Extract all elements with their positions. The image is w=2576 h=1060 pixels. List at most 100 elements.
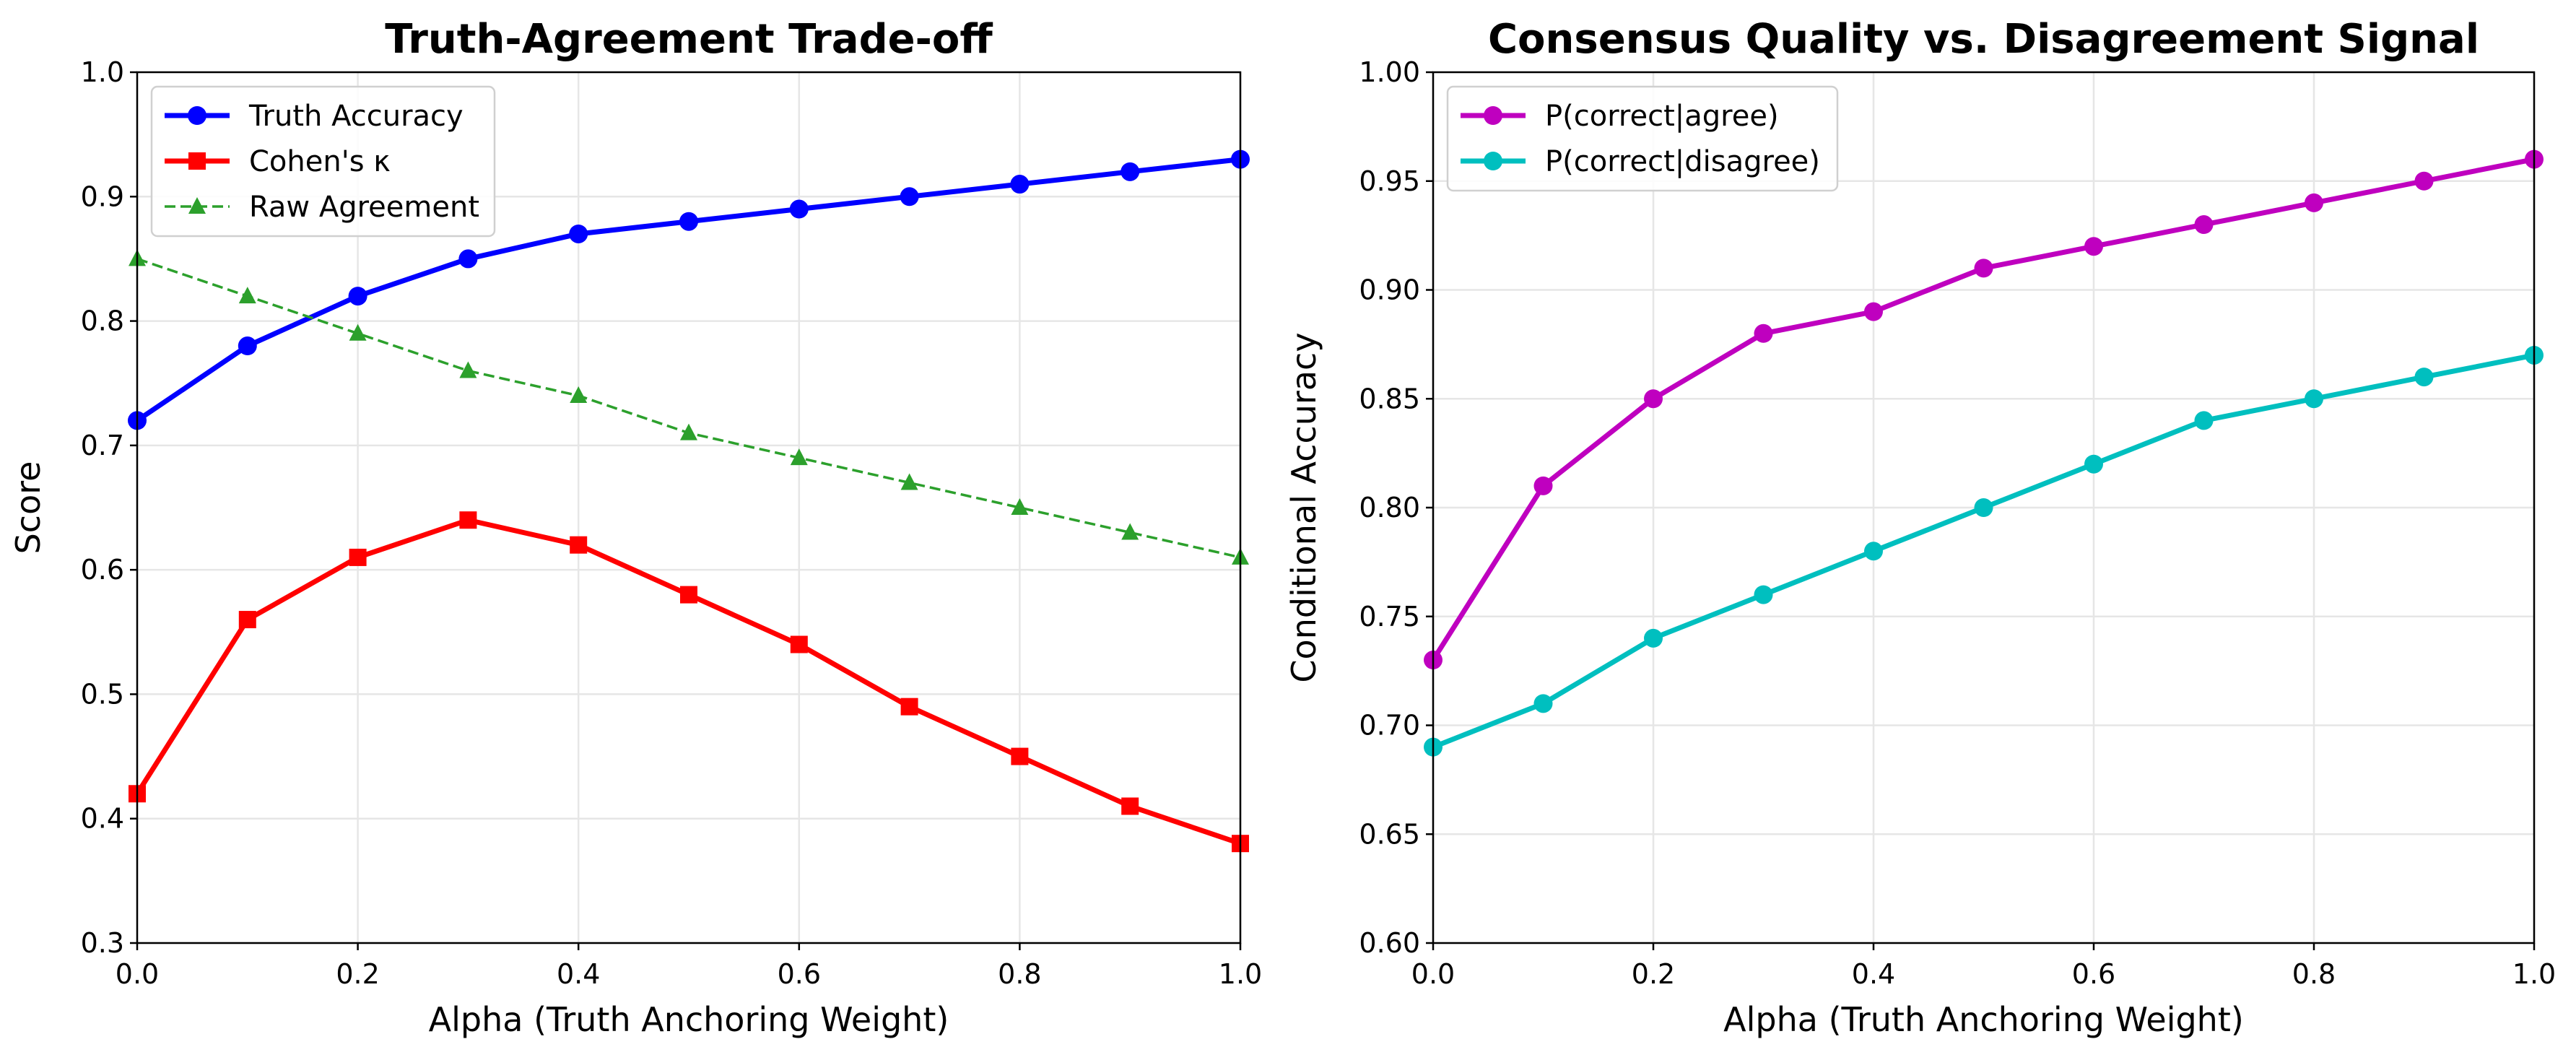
- x-tick-label: 0.8: [998, 958, 1041, 990]
- data-point: [1754, 323, 1773, 343]
- data-point: [1011, 498, 1029, 515]
- data-point: [459, 361, 477, 378]
- y-tick-label: 0.9: [81, 181, 124, 212]
- y-axis-label: Score: [9, 461, 48, 555]
- data-point: [1864, 302, 1883, 321]
- data-point: [1010, 175, 1030, 194]
- x-tick-label: 1.0: [1219, 958, 1262, 990]
- y-tick-label: 0.60: [1359, 927, 1420, 959]
- y-tick-label: 0.5: [81, 678, 124, 710]
- legend: Truth Accuracy Cohen's κ Raw Agreement: [150, 85, 496, 238]
- data-point: [2194, 411, 2214, 430]
- data-point: [680, 586, 697, 604]
- y-tick-label: 0.3: [81, 927, 124, 959]
- data-point: [570, 536, 588, 554]
- y-tick-label: 1.0: [81, 56, 124, 88]
- y-tick-label: 0.95: [1359, 165, 1420, 197]
- y-axis-label: Conditional Accuracy: [1284, 332, 1323, 682]
- data-point: [1644, 628, 1663, 648]
- data-point: [570, 386, 588, 403]
- data-point: [2305, 389, 2323, 409]
- legend-marker: [1484, 106, 1502, 125]
- y-tick-label: 0.75: [1359, 601, 1420, 633]
- data-point: [2414, 368, 2434, 387]
- legend-label: Raw Agreement: [249, 191, 479, 224]
- series: [1424, 345, 2544, 757]
- data-point: [459, 511, 477, 529]
- x-axis-label: Alpha (Truth Anchoring Weight): [1723, 1000, 2244, 1039]
- data-point: [2414, 171, 2434, 191]
- axis-ticks: 0.0 0.2 0.4 0.6 0.8 1.0 0.60 0.65 0.70 0.75 0.80 0.…: [1359, 56, 2556, 990]
- legend-marker: [1484, 152, 1502, 170]
- data-point: [680, 423, 697, 440]
- y-tick-label: 0.90: [1359, 274, 1420, 306]
- data-point: [789, 199, 809, 219]
- x-tick-label: 0.6: [778, 958, 821, 990]
- legend-label: P(correct|disagree): [1545, 145, 1820, 178]
- data-point: [900, 187, 919, 207]
- series: [129, 249, 1249, 565]
- plot-frame: [136, 71, 1242, 944]
- y-tick-label: 0.65: [1359, 818, 1420, 850]
- data-point: [1644, 389, 1663, 409]
- axis-ticks: 0.0 0.2 0.4 0.6 0.8 1.0 0.3 0.4 0.5 0.6 0.7 0.8 0.9 1…: [81, 56, 1263, 990]
- y-tick-label: 1.00: [1359, 56, 1420, 88]
- legend-box: [1446, 85, 1839, 192]
- series: [128, 149, 1250, 430]
- data-point: [2084, 237, 2103, 256]
- data-point: [1121, 797, 1139, 815]
- y-tick-label: 0.8: [81, 305, 124, 337]
- series-line: [1431, 157, 2535, 661]
- data-point: [238, 336, 257, 356]
- data-point: [790, 448, 808, 466]
- legend: P(correct|agree) P(correct|disagree): [1446, 85, 1839, 192]
- data-point: [2084, 454, 2103, 474]
- series: [1424, 149, 2544, 670]
- chart-panel-right: Consensus Quality vs. Disagreement Signa…: [1284, 16, 2556, 1039]
- data-point: [1754, 585, 1773, 604]
- legend-marker: [188, 152, 206, 170]
- data-point: [790, 635, 808, 653]
- data-point: [679, 212, 698, 231]
- data-point: [349, 323, 367, 341]
- data-point: [1974, 259, 1993, 278]
- series-line: [1432, 352, 2535, 750]
- data-point: [1864, 542, 1883, 561]
- data-point: [2194, 215, 2214, 235]
- series-line: [135, 517, 1242, 846]
- y-tick-label: 0.4: [81, 803, 124, 835]
- x-axis-label: Alpha (Truth Anchoring Weight): [429, 1000, 949, 1039]
- x-tick-label: 0.6: [2072, 958, 2115, 990]
- data-point: [569, 224, 588, 243]
- data-point: [1011, 747, 1029, 765]
- y-tick-label: 0.85: [1359, 383, 1420, 414]
- legend-label: P(correct|agree): [1545, 100, 1779, 133]
- data-point: [348, 287, 367, 306]
- legend-label: Truth Accuracy: [248, 100, 464, 133]
- x-tick-label: 0.4: [557, 958, 600, 990]
- data-point: [1974, 498, 1993, 517]
- data-point: [900, 473, 918, 490]
- y-tick-label: 0.70: [1359, 710, 1420, 742]
- series-line: [136, 257, 1241, 559]
- x-tick-label: 0.8: [2292, 958, 2336, 990]
- series: [129, 511, 1249, 853]
- data-point: [238, 287, 256, 304]
- x-tick-label: 0.0: [116, 958, 159, 990]
- x-tick-label: 1.0: [2512, 958, 2556, 990]
- data-point: [2305, 193, 2323, 212]
- legend-box: [150, 85, 496, 238]
- y-tick-label: 0.6: [81, 554, 124, 586]
- plot-area: [1424, 149, 2544, 757]
- chart-title: Truth-Agreement Trade-off: [385, 16, 993, 63]
- y-tick-label: 0.80: [1359, 492, 1420, 524]
- data-point: [1121, 523, 1139, 540]
- plot-frame: [1432, 71, 2536, 944]
- x-tick-label: 0.2: [1632, 958, 1675, 990]
- legend-label: Cohen's κ: [249, 145, 391, 178]
- y-tick-label: 0.7: [81, 430, 124, 461]
- legend-marker: [188, 106, 206, 125]
- data-point: [458, 249, 478, 269]
- data-point: [1533, 694, 1553, 713]
